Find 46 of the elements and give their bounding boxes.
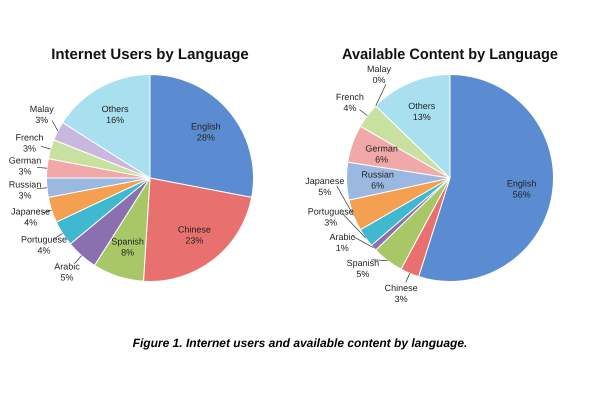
data-label: 56% [512,190,531,200]
slice-label: Russian [361,170,394,180]
slice-label: Chinese [384,283,418,294]
data-label: 16% [106,114,124,125]
data-label: 3% [18,190,32,200]
data-label: 4% [38,246,51,256]
data-label: 4% [343,102,356,113]
slice-label: Others [102,104,130,114]
slice-label: Japanese [11,206,50,216]
slice-label: Chinese [178,224,211,235]
slice-label: Japanese [305,176,344,186]
caption: Figure 1. Internet users and available content by language. [132,336,468,350]
text: 0% [372,74,386,85]
slice-label: Arabic [330,232,356,242]
slice-label: French [336,92,364,102]
slice-label: Spanish [111,236,144,246]
data-label: 23% [185,236,204,246]
data-label: 5% [356,268,370,279]
data-label: 4% [24,217,38,228]
slice-label: Spanish [346,258,380,268]
data-label: 28% [196,132,215,142]
slice-label: Malay [30,104,54,114]
slice-label: Others [408,100,436,111]
data-label: 5% [318,187,332,198]
data-label: 13% [412,112,431,122]
data-label: 3% [35,114,48,125]
slice-label: German [365,143,398,154]
category-label: Malay [367,64,392,74]
data-label: 3% [394,294,408,304]
slice-label: French [15,132,44,142]
slice-label: Arabic [54,262,80,272]
data-label: 1% [336,242,349,253]
data-label: 3% [18,166,32,177]
chart-title: Available Content by Language [342,46,558,64]
data-label: 3% [324,217,338,228]
slice-label: German [8,156,42,166]
data-label: 3% [22,143,36,154]
data-label: 5% [60,272,74,283]
slice-label: English [191,121,221,132]
data-label: 6% [371,180,384,191]
chart-title: Internet Users by Language [51,46,249,64]
slice-label: English [506,178,536,189]
data-label: 8% [121,247,134,258]
slice-label: Russian [8,179,42,190]
slice-label: Portuguese [21,234,68,245]
data-label: 6% [375,154,388,164]
